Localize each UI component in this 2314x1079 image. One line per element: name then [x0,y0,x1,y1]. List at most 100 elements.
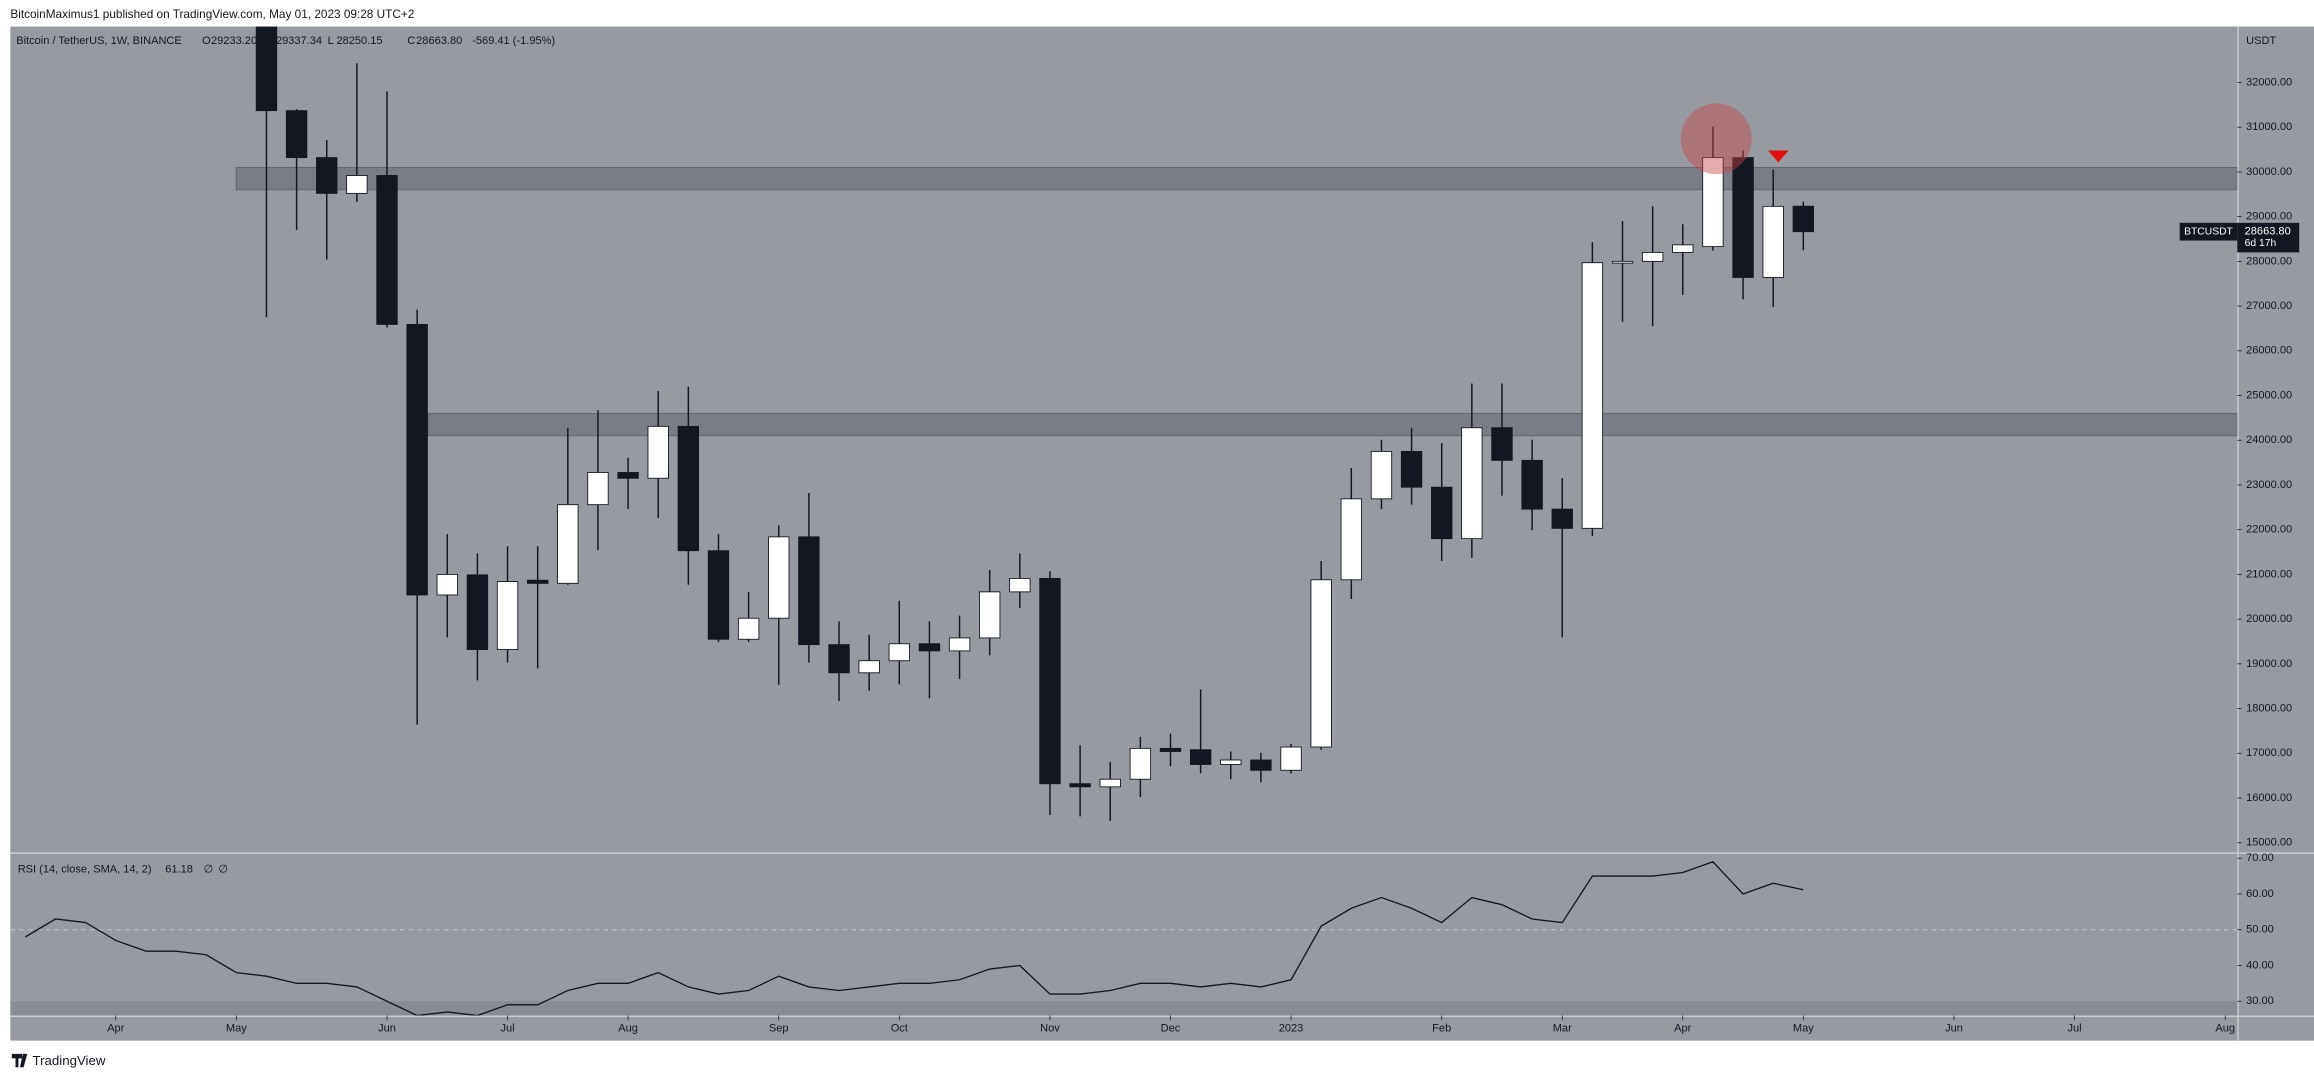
resistance-zone [427,412,2238,437]
candle-body [1491,427,1513,461]
candle-body [1431,486,1453,540]
candle-body [918,643,941,652]
x-tick-label: Aug [618,1023,638,1035]
axes: 15000.00 16000.00 17000.00 18000.00 19000.00… [107,76,2292,1034]
x-tick-label: 2023 [1279,1023,1304,1035]
candle-body [1039,577,1061,785]
candle-body [1641,251,1664,262]
candle-body [948,637,971,652]
rsi-y-tick-label: 50.00 [2246,924,2274,936]
candle-body [677,425,700,552]
y-tick-label: 19000.00 [2246,658,2292,670]
candle-body [496,581,519,650]
y-tick-label: 25000.00 [2246,389,2292,401]
rsi-oversold-band [10,1001,2238,1016]
x-tick-label: Apr [1674,1023,1692,1035]
candle-body [858,660,880,674]
rsi-line [25,861,1804,1016]
candle-body [557,504,579,584]
y-tick-label: 18000.00 [2246,702,2292,714]
red-arrow [1767,150,1789,163]
x-tick-label: Dec [1161,1023,1181,1035]
x-tick-label: Nov [1040,1023,1060,1035]
legend-close: 28663.80 [416,35,462,47]
candle-body [1220,759,1242,765]
countdown-label: 6d 17h [2245,238,2277,249]
candle-body [828,644,850,674]
publisher-line: BitcoinMaximus1 published on TradingView… [10,7,414,21]
y-tick-label: 31000.00 [2246,121,2292,133]
candle-body [798,536,820,646]
x-tick-label: Apr [107,1023,125,1035]
legend-low: 28250.15 [336,35,382,47]
ticker-label: BTCUSDT [2184,226,2233,237]
y-tick-label: 20000.00 [2246,613,2292,625]
rsi-y-tick-label: 70.00 [2246,852,2274,864]
candle-body [1250,759,1272,771]
candle-body [1762,205,1784,278]
candle-body [1732,157,1754,278]
candle-body [1611,260,1634,264]
y-tick-label: 24000.00 [2246,434,2292,446]
candle-body [376,175,398,325]
candle-body [346,175,368,194]
legend-h: H [266,35,274,47]
candle-body [1310,579,1332,748]
candle-body [1189,749,1212,765]
x-tick-label: Oct [891,1023,908,1035]
candle-body [1461,427,1483,540]
ticker-box [2179,222,2238,241]
candle-body [436,573,458,596]
x-tick-label: Jun [378,1023,396,1035]
candle-body [979,591,1001,639]
candles [255,26,1815,821]
candle-body [1069,783,1091,788]
candle-body [466,574,489,650]
currency-label: USDT [2246,35,2276,47]
candle-body [768,536,790,619]
brand-logo [11,1053,28,1068]
x-tick-label: May [226,1023,247,1035]
x-tick-label: Feb [1432,1023,1451,1035]
x-tick-label: May [1793,1023,1814,1035]
legend-o: O [202,35,211,47]
y-tick-label: 22000.00 [2246,524,2292,536]
candle-body [1551,508,1573,529]
y-tick-label: 29000.00 [2246,211,2292,223]
candle-body [647,425,669,479]
candle-body [888,643,910,662]
candle-body [1702,157,1724,248]
candle-body [1159,747,1182,752]
y-tick-label: 26000.00 [2246,345,2292,357]
price-box [2237,222,2300,253]
candle-body [1521,459,1543,510]
candle-body [707,550,730,640]
legend-change: -569.41 (-1.95%) [472,35,555,47]
rsi-extra: ∅ [204,863,214,875]
rsi-extra: ∅ [218,863,228,875]
candle-body [1672,244,1694,253]
candle-body [1280,746,1302,771]
rsi-y-tick-label: 60.00 [2246,888,2274,900]
rsi-last: 61.18 [165,863,193,875]
rsi-pane [10,861,2238,1016]
candle-body [1400,450,1423,488]
candle-body [406,323,428,596]
rsi-title: RSI (14, close, SMA, 14, 2) [18,863,152,875]
candle-body [1009,577,1031,593]
highlight-circle [1680,103,1752,175]
legend-c: C [407,35,415,47]
rsi-y-tick-label: 30.00 [2246,995,2274,1007]
candle-body [587,472,609,506]
x-tick-label: Jun [1945,1023,1963,1035]
candle-body [316,157,338,194]
x-tick-label: Jul [500,1023,514,1035]
x-tick-label: Sep [769,1023,789,1035]
x-tick-label: Jul [2067,1023,2081,1035]
rsi-y-tick-label: 40.00 [2246,959,2274,971]
candle-body [1792,205,1815,233]
y-tick-label: 27000.00 [2246,300,2292,312]
